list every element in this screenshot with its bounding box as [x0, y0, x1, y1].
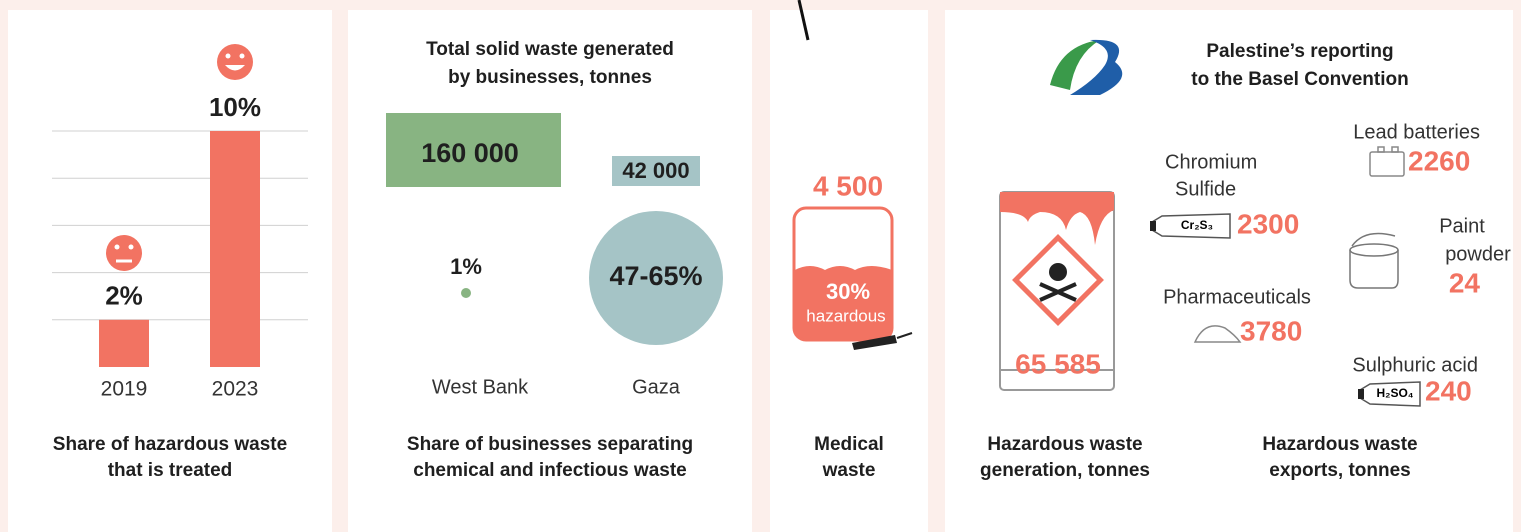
bottle-icon — [1150, 213, 1231, 239]
paint-icon — [1349, 232, 1399, 289]
value-label: 10% — [209, 92, 261, 122]
decor-line — [797, 0, 810, 41]
formula: H₂SO₄ — [1376, 386, 1413, 400]
bar — [210, 131, 260, 367]
title: to the Basel Convention — [1191, 69, 1408, 90]
export-tonnes: 3780 — [1240, 315, 1302, 346]
tonnes-label: 42 000 — [622, 158, 689, 183]
tonnes-label: 160 000 — [421, 138, 519, 168]
tonnes-box — [612, 156, 700, 186]
caption: Share of businesses separating — [407, 434, 693, 455]
caption: that is treated — [108, 460, 233, 481]
export-tonnes: 24 — [1449, 267, 1481, 298]
tonnes-label: 4 500 — [813, 170, 883, 201]
generation-label: 65 585 — [1015, 348, 1101, 379]
region-label: Gaza — [632, 376, 681, 398]
export-name: Sulfide — [1175, 178, 1236, 200]
caption: exports, tonnes — [1269, 460, 1410, 481]
value-label: 2% — [105, 281, 143, 311]
bottle-icon — [1358, 381, 1421, 407]
container-icon — [792, 206, 913, 350]
export-name: Lead batteries — [1353, 121, 1480, 143]
formula: Cr₂S₃ — [1181, 218, 1213, 232]
caption: generation, tonnes — [980, 460, 1150, 481]
share-note: hazardous — [806, 306, 885, 325]
caption: waste — [822, 460, 876, 481]
share-circle — [589, 211, 723, 345]
treated-chart: 2% 2019 10% 2023 — [52, 92, 308, 401]
export-name: Sulphuric acid — [1352, 354, 1478, 376]
caption: Share of hazardous waste — [53, 434, 287, 455]
export-tonnes: 2260 — [1408, 145, 1470, 176]
powder-icon — [1193, 325, 1242, 343]
title: by businesses, tonnes — [448, 67, 652, 88]
export-name: powder — [1445, 243, 1511, 265]
caption: Medical — [814, 434, 884, 455]
export-tonnes: 2300 — [1237, 208, 1299, 239]
barrel-icon — [999, 191, 1115, 391]
title: Palestine’s reporting — [1206, 41, 1393, 62]
export-tonnes: 240 — [1425, 375, 1472, 406]
share-circle — [461, 288, 471, 298]
panel — [8, 10, 332, 532]
x-tick-label: 2019 — [101, 378, 148, 401]
export-name: Pharmaceuticals — [1163, 286, 1311, 308]
x-tick-label: 2023 — [212, 378, 259, 401]
title: Total solid waste generated — [426, 39, 674, 60]
basel-logo — [1050, 39, 1123, 95]
smiley-happy — [217, 44, 253, 80]
share-label: 1% — [450, 254, 482, 279]
smiley-neutral — [106, 235, 142, 271]
caption: Hazardous waste — [987, 434, 1142, 455]
export-name: Paint — [1439, 215, 1485, 237]
region-label: West Bank — [432, 376, 529, 398]
bar — [99, 319, 149, 367]
share-label: 30% — [826, 279, 870, 304]
tonnes-box — [386, 113, 561, 187]
battery-icon — [1369, 146, 1405, 177]
share-label: 47-65% — [609, 261, 702, 291]
caption: Hazardous waste — [1262, 434, 1417, 455]
export-name: Chromium — [1165, 151, 1257, 173]
caption: chemical and infectious waste — [413, 460, 686, 481]
